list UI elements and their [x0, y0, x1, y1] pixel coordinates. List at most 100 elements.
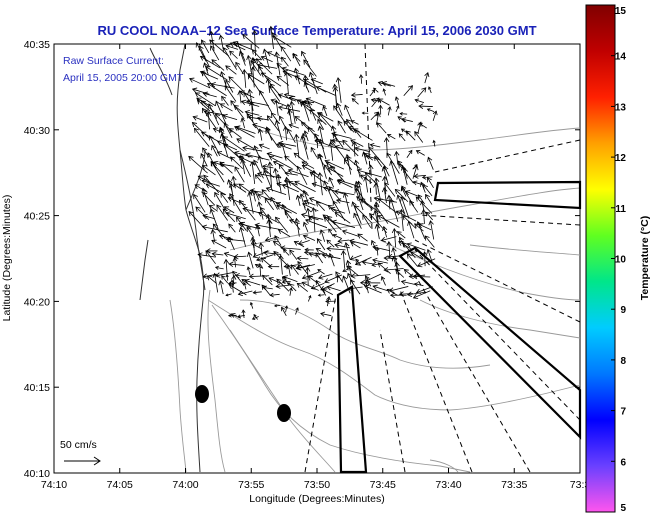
current-vector — [356, 196, 374, 210]
current-vector-head — [262, 285, 267, 291]
current-vector-head — [426, 108, 431, 112]
current-vector-head — [369, 213, 375, 219]
current-vector-head — [210, 160, 216, 167]
current-vector — [194, 184, 208, 193]
current-vector-head — [405, 130, 411, 136]
current-vector-head — [349, 255, 355, 261]
current-vector-head — [225, 65, 231, 71]
current-vector-head — [246, 251, 253, 257]
current-vector — [259, 144, 270, 150]
current-vector-head — [300, 135, 306, 141]
current-vector — [230, 100, 245, 120]
current-vector — [395, 96, 400, 106]
current-vector-head — [273, 250, 279, 257]
current-vector-head — [303, 99, 308, 105]
current-vector-head — [251, 316, 256, 320]
current-vector-head — [234, 166, 240, 172]
current-vector-head — [380, 236, 386, 243]
current-vector-head — [398, 236, 404, 243]
colorbar-tick-label: 14 — [615, 52, 627, 63]
current-vector — [398, 133, 406, 142]
current-vector — [225, 212, 246, 220]
current-vector — [322, 106, 328, 117]
current-vector-head — [239, 221, 246, 227]
current-vector-head — [365, 277, 371, 283]
current-vector-head — [355, 258, 360, 263]
current-vector-head — [324, 159, 330, 165]
current-vector — [276, 278, 290, 292]
current-vector-head — [192, 115, 198, 121]
scale-arrow-label: 50 cm/s — [60, 439, 97, 451]
current-vector-head — [270, 98, 276, 104]
current-vector-head — [332, 86, 339, 92]
current-vector — [407, 243, 426, 251]
current-vector — [230, 183, 235, 206]
current-vector — [198, 254, 216, 258]
current-vector — [303, 222, 309, 233]
current-vector-head — [274, 304, 277, 308]
current-vector-head — [205, 250, 211, 256]
current-vector-head — [415, 196, 421, 202]
current-vector — [254, 30, 256, 57]
current-vector-head — [302, 74, 309, 80]
current-vector-head — [409, 200, 415, 206]
current-vector-head — [257, 201, 263, 207]
current-vector-head — [383, 255, 389, 261]
current-vector-head — [256, 171, 263, 178]
current-vector-head — [402, 215, 408, 221]
current-vector — [353, 213, 362, 229]
current-vector-head — [213, 160, 219, 166]
x-tick-label: 73:35 — [501, 479, 527, 491]
current-vector — [289, 219, 300, 224]
current-vector-head — [373, 111, 379, 117]
current-vector-head — [377, 215, 383, 220]
current-vector-head — [420, 181, 426, 187]
current-vector — [315, 280, 327, 296]
current-vector — [203, 92, 217, 98]
current-vector-head — [234, 150, 240, 156]
current-vector — [208, 103, 220, 126]
current-vector — [401, 118, 413, 122]
current-vector — [251, 101, 254, 122]
current-vector-head — [294, 75, 300, 81]
current-vector-head — [265, 77, 272, 83]
current-vector-head — [225, 211, 231, 217]
current-vector — [395, 105, 400, 113]
current-vector-head — [270, 112, 276, 118]
current-vector-head — [188, 155, 194, 162]
current-vector — [232, 271, 245, 286]
current-vector-head — [382, 88, 386, 92]
current-vector-head — [203, 174, 209, 180]
current-vector — [319, 172, 323, 196]
track-south-box — [336, 285, 368, 474]
current-vector-head — [232, 183, 239, 189]
current-vector-head — [432, 110, 438, 116]
current-vector — [294, 241, 305, 248]
current-vector — [278, 106, 301, 112]
current-vector-head — [228, 261, 234, 268]
current-vector-head — [202, 191, 208, 198]
current-vector-head — [305, 207, 312, 213]
track-southeast-box — [398, 246, 582, 440]
current-vector-head — [277, 105, 284, 111]
current-vector-head — [354, 146, 360, 152]
current-vector — [211, 239, 227, 249]
current-vector — [360, 74, 363, 84]
current-vector — [388, 255, 404, 258]
current-vector — [334, 244, 351, 249]
current-vector — [373, 285, 388, 292]
current-vector-head — [254, 263, 259, 268]
y-tick-label: 40:10 — [24, 468, 50, 480]
current-vector-head — [331, 131, 337, 137]
current-vector-head — [218, 126, 224, 132]
current-vector — [242, 309, 245, 319]
current-vector — [282, 184, 299, 193]
current-vector-head — [276, 75, 282, 81]
annotation-line-1: Raw Surface Current: — [63, 55, 164, 67]
current-vector-head — [222, 136, 229, 142]
current-vector-head — [362, 214, 368, 220]
current-vector-head — [251, 29, 258, 35]
current-vector — [352, 98, 359, 105]
current-vector — [223, 136, 245, 152]
current-vector-head — [395, 210, 402, 216]
